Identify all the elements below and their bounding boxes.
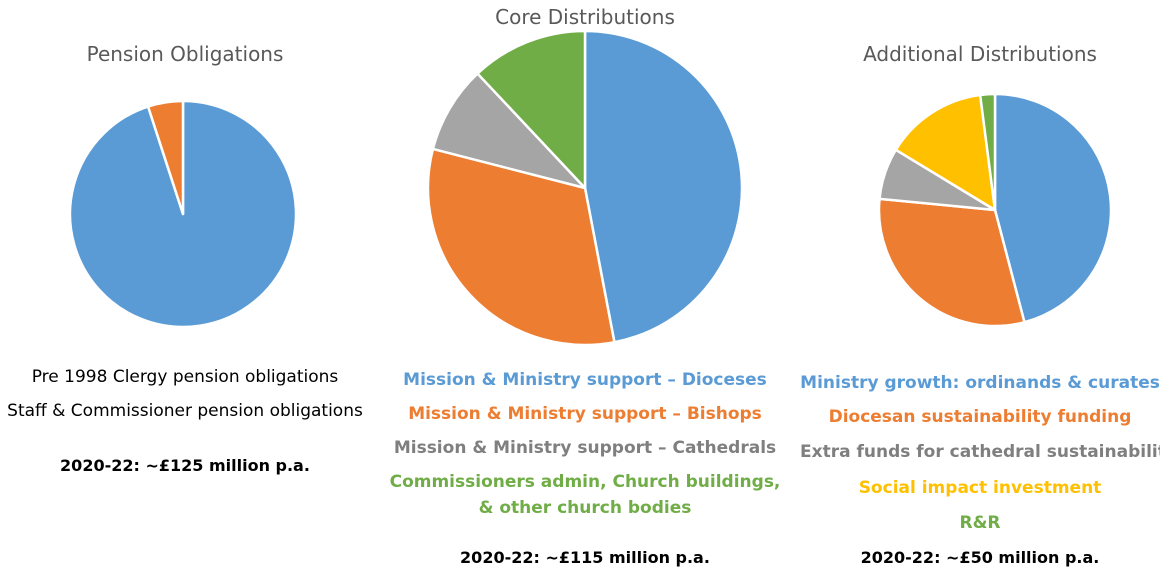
legend-add-diocesan-sustainability: Diocesan sustainability funding	[828, 407, 1132, 427]
core-chart-title: Core Distributions	[495, 5, 675, 29]
pie-slice-1-0	[583, 29, 744, 344]
pie-slice-0-0	[68, 99, 298, 329]
core-total: 2020-22: ~£115 million p.a.	[460, 548, 710, 567]
legend-add-r-and-r: R&R	[959, 513, 1001, 533]
pension-pie	[68, 99, 298, 329]
pension-total: 2020-22: ~£125 million p.a.	[60, 456, 310, 475]
pie-slice-2-3	[894, 93, 997, 212]
core-pie	[426, 29, 744, 347]
pie-slice-2-1	[877, 197, 1026, 328]
pie-slice-0-1	[146, 99, 185, 216]
pie-slice-1-1	[426, 147, 616, 347]
legend-staff-commissioner: Staff & Commissioner pension obligations	[7, 401, 363, 421]
pension-chart-title: Pension Obligations	[86, 42, 284, 66]
legend-core-bishops: Mission & Ministry support – Bishops	[408, 404, 762, 424]
pie-slice-1-2	[431, 72, 587, 190]
pie-slice-1-3	[476, 29, 587, 190]
pie-slice-2-0	[993, 92, 1113, 324]
legend-core-dioceses: Mission & Ministry support – Dioceses	[403, 370, 767, 390]
legend-core-commissioners-2: & other church bodies	[478, 498, 692, 518]
legend-core-cathedrals: Mission & Ministry support – Cathedrals	[393, 438, 777, 458]
additional-pie	[877, 92, 1113, 328]
legend-pre-1998-clergy: Pre 1998 Clergy pension obligations	[31, 367, 339, 387]
legend-add-social-impact: Social impact investment	[858, 478, 1102, 498]
additional-total: 2020-22: ~£50 million p.a.	[860, 548, 1100, 567]
legend-add-cathedral-sustainability: Extra funds for cathedral sustainability	[800, 442, 1160, 462]
legend-add-ministry-growth: Ministry growth: ordinands & curates	[800, 373, 1160, 393]
legend-core-commissioners-1: Commissioners admin, Church buildings,	[389, 472, 781, 492]
pie-slice-2-4	[978, 92, 997, 212]
additional-chart-title: Additional Distributions	[863, 42, 1097, 66]
